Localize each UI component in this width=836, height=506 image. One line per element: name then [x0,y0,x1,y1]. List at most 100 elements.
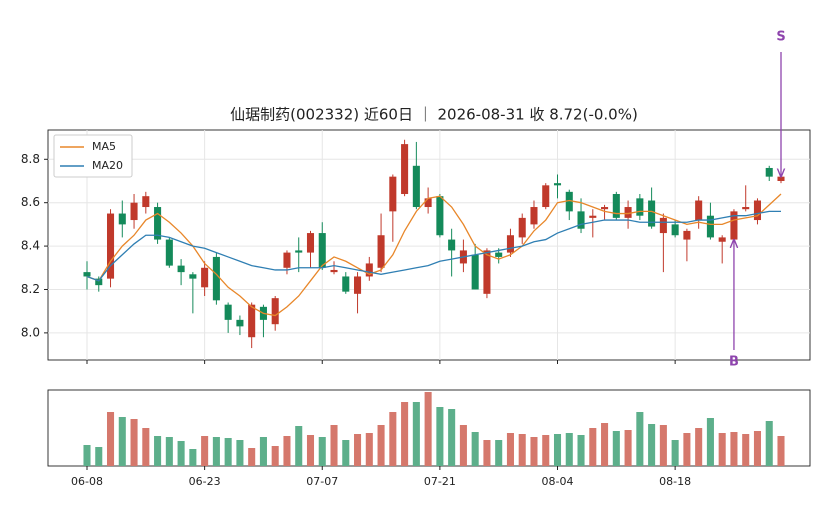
candle-body [542,185,550,208]
candle-body [295,250,303,253]
candle-body [753,200,762,221]
volume-bar [730,432,738,466]
signal-label: S [776,30,785,45]
candle-body [636,198,644,216]
candle-body [424,198,432,208]
candle-body [695,200,703,221]
candle-body [224,304,232,320]
candle-body [589,215,597,218]
candle-body [283,252,291,268]
signal-label: B [729,355,739,370]
candle-body [683,230,691,240]
y-tick-label: 8.6 [21,195,40,209]
candle-body [201,267,209,288]
candle-body [389,176,397,212]
candle-body [212,256,220,301]
volume-bar [389,412,397,466]
candle-body [648,200,656,227]
candle-body [118,213,126,225]
volume-bar [530,437,538,466]
volume-bar [695,428,703,466]
ma-line [86,193,782,317]
y-tick-label: 8.0 [21,325,40,339]
volume-bar [601,423,609,466]
volume-bar [412,402,420,466]
volume-bar [142,428,150,466]
volume-bar [636,412,644,466]
x-tick-label: 08-18 [659,475,691,488]
ma-line [86,210,781,282]
volume-bar [424,392,432,466]
candle-body [577,211,585,229]
candle-body [154,207,162,240]
volume-bar [765,421,773,466]
volume-bar [154,436,162,466]
candle-body [177,265,185,273]
volume-bar [201,436,209,466]
candle-body [142,196,150,208]
volume-bar [306,435,315,466]
price-frame [47,129,811,361]
candle-body [565,191,573,212]
volume-bar [436,407,444,466]
volume-bar [459,425,467,466]
volume-bar [553,434,562,466]
candle-body [248,304,256,338]
volume-bar [271,446,279,466]
candle-body [189,274,197,279]
x-tick-label: 06-08 [71,475,103,488]
candle-body [553,183,562,186]
candle-body [95,278,103,286]
volume-bar [118,417,126,466]
candle-body [83,272,91,277]
legend-label: MA5 [92,140,116,153]
volume-bar [95,447,103,466]
candle-body [365,263,373,277]
volume-bar [236,440,244,466]
volume-bar [565,433,573,466]
volume-bar [342,440,350,466]
volume-bar [354,434,362,466]
x-tick-label: 06-23 [189,475,221,488]
candle-body [448,239,456,251]
volume-bar [330,425,338,466]
candle-body [471,254,479,290]
candle-body [306,233,315,253]
candle-body [106,213,115,279]
volume-bar [177,441,185,466]
volume-bar [377,425,385,466]
volume-bar [295,426,303,466]
volume-bar [495,440,503,466]
volume-bar [706,418,714,466]
candle-body [612,194,620,218]
volume-bar [683,433,691,466]
volume-bar [742,434,750,466]
volume-bar [589,428,597,466]
legend-label: MA20 [92,159,123,172]
volume-bar [212,437,220,466]
volume-bar [283,436,291,466]
candle-body [377,235,385,268]
volume-bar [471,432,479,466]
candle-body [601,207,609,210]
candle-body [777,176,785,181]
volume-bar [248,448,256,466]
candle-body [354,276,362,294]
candle-body [742,207,750,210]
candle-body [671,224,679,236]
candle-body [495,252,503,257]
volume-bar [624,430,632,466]
candle-body [236,319,244,327]
y-tick-label: 8.2 [21,282,40,296]
volume-bar [165,437,173,466]
candle-body [436,196,444,236]
candle-body [730,211,738,240]
volume-bar [130,419,138,466]
candle-body [130,202,138,221]
candle-body [530,207,538,225]
candle-body [330,269,338,273]
volume-bar [448,409,456,466]
volume-bar [506,433,514,466]
volume-bar [189,449,197,466]
